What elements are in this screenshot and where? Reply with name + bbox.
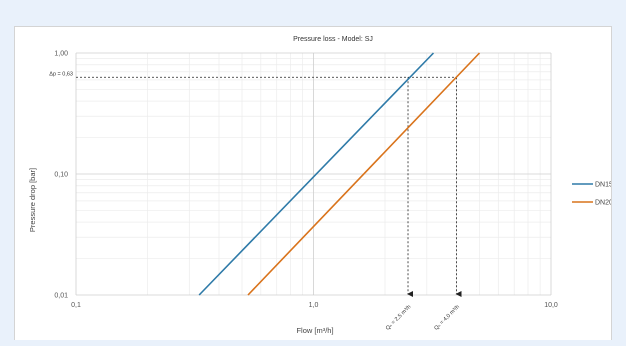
chart-panel: Pressure loss - Model: SJ 0,1 1,0 10,0 0,0… bbox=[14, 26, 613, 340]
y-tick-label: 0,10 bbox=[54, 172, 68, 179]
vline-q1-label: Qₙ = 2,5 m³/h bbox=[385, 304, 413, 332]
y-tick-label: 1,00 bbox=[54, 51, 68, 58]
y-tick-label: 0,01 bbox=[54, 293, 68, 300]
legend-label-dn15: DN15 bbox=[595, 182, 611, 189]
chart-svg: Pressure loss - Model: SJ 0,1 1,0 10,0 0,0… bbox=[28, 36, 613, 335]
major-gridlines bbox=[75, 52, 552, 296]
legend: DN15 DN20 bbox=[572, 182, 613, 207]
y-tick-labels: 0,01 0,10 1,00 bbox=[54, 51, 68, 300]
series-line-dn15 bbox=[198, 52, 435, 296]
x-tick-labels: 0,1 1,0 10,0 bbox=[71, 302, 558, 309]
x-tick-label: 1,0 bbox=[309, 302, 319, 309]
legend-label-dn20: DN20 bbox=[595, 200, 611, 207]
vline-q2-label: Qₙ = 4,0 m³/h bbox=[433, 304, 461, 332]
chart-title: Pressure loss - Model: SJ bbox=[293, 36, 373, 43]
hline-dp-label: Δp = 0,63 bbox=[49, 71, 73, 77]
x-tick-label: 0,1 bbox=[71, 302, 81, 309]
annotations: Δp = 0,63 Qₙ = 2,5 m³/h Qₙ = 4,0 m³/h bbox=[49, 71, 462, 332]
y-axis-label: Pressure drop [bar] bbox=[28, 168, 37, 232]
series-line-dn20 bbox=[247, 52, 481, 296]
x-tick-label: 10,0 bbox=[544, 302, 558, 309]
x-axis-label: Flow [m³/h] bbox=[296, 326, 333, 335]
series-lines bbox=[198, 52, 481, 296]
